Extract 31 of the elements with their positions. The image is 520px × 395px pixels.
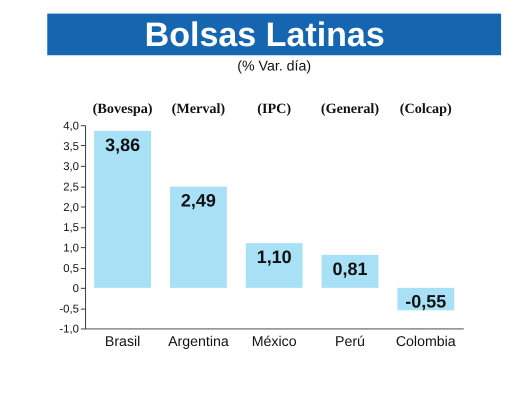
- data-label: 0,81: [332, 258, 368, 279]
- y-tick-label: 3,0: [63, 161, 79, 174]
- text: (Bovespa): [92, 100, 153, 117]
- text: (Colcap): [400, 100, 452, 117]
- data-label: 3,86: [105, 134, 140, 155]
- y-tick-label: -0,5: [59, 303, 79, 316]
- data-label: -0,55: [405, 292, 446, 312]
- y-tick-label: 0,5: [63, 262, 79, 275]
- x-tick-label: Perú: [335, 334, 365, 350]
- y-tick-label: 1,5: [63, 222, 79, 234]
- bar: [94, 130, 152, 288]
- y-tick-label: 4,0: [63, 120, 79, 132]
- y-tick-label: -1,0: [59, 324, 79, 336]
- chart-title: Bolsas Latinas: [144, 16, 385, 54]
- y-tick-label: 2,0: [63, 202, 79, 214]
- y-tick-label: 3,5: [63, 140, 79, 153]
- bar: [170, 186, 227, 288]
- y-tick-label: 0: [72, 283, 79, 296]
- data-label: 1,10: [256, 246, 292, 267]
- bar: [246, 243, 303, 288]
- x-tick-label: México: [252, 334, 297, 350]
- text: (General): [320, 100, 380, 117]
- text: (IPC): [257, 100, 292, 117]
- text: (Merval): [172, 100, 226, 117]
- x-tick-label: Brasil: [104, 334, 140, 350]
- y-tick-label: 2,5: [63, 181, 79, 194]
- data-label: 2,49: [180, 190, 216, 210]
- y-tick-label: 1,0: [63, 242, 79, 254]
- x-tick-label: Colombia: [396, 334, 456, 350]
- chart-subtitle: (% Var. día): [237, 58, 312, 74]
- x-tick-label: Argentina: [168, 334, 229, 350]
